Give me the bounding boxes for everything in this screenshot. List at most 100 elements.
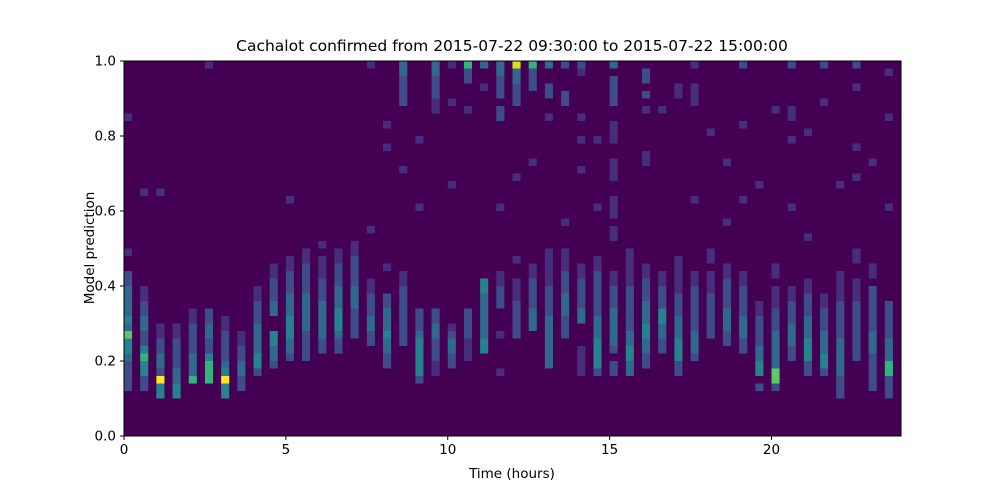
heatmap-cell xyxy=(722,263,732,279)
heatmap-cell xyxy=(124,316,133,324)
heatmap-cell xyxy=(820,61,829,69)
heatmap-cell xyxy=(884,361,893,376)
heatmap-cell xyxy=(253,301,262,324)
heatmap-cell xyxy=(447,61,456,69)
heatmap-cell xyxy=(188,376,197,384)
heatmap-cell xyxy=(544,338,553,369)
heatmap-cell xyxy=(399,308,408,331)
heatmap-cell xyxy=(285,338,294,354)
heatmap-cell xyxy=(787,286,796,301)
heatmap-cell xyxy=(415,203,424,211)
heatmap-cell xyxy=(836,338,845,354)
heatmap-cell xyxy=(658,338,667,354)
heatmap-cell xyxy=(642,278,651,301)
heatmap-cell xyxy=(561,316,570,339)
heatmap-cell xyxy=(366,226,375,234)
heatmap-cell xyxy=(755,316,764,331)
heatmap-cell xyxy=(868,331,877,354)
heatmap-cell xyxy=(188,338,197,354)
heatmap-cell xyxy=(577,68,586,76)
heatmap-cell xyxy=(383,143,392,151)
heatmap-cell xyxy=(140,346,149,354)
heatmap-cell xyxy=(269,301,278,316)
heatmap-cell xyxy=(399,271,408,286)
heatmap-cell xyxy=(674,316,683,339)
heatmap-cell xyxy=(771,353,780,369)
heatmap-cell xyxy=(852,83,861,91)
heatmap-cell xyxy=(868,368,877,391)
heatmap-cell xyxy=(269,331,278,346)
heatmap-cell xyxy=(383,331,392,339)
heatmap-cell xyxy=(852,301,861,324)
heatmap-cell xyxy=(447,338,456,354)
heatmap-cell xyxy=(690,196,699,204)
heatmap-cell xyxy=(593,271,602,294)
heatmap-cell xyxy=(820,368,829,376)
heatmap-cell xyxy=(577,346,586,376)
heatmap-cell xyxy=(496,106,505,121)
heatmap-cell xyxy=(544,286,553,316)
heatmap-cell xyxy=(447,98,456,106)
heatmap-cell xyxy=(480,323,489,339)
heatmap-cell xyxy=(803,128,812,136)
heatmap-cell xyxy=(124,331,133,339)
heatmap-cell xyxy=(285,316,294,339)
heatmap-cell xyxy=(318,301,327,324)
heatmap-cell xyxy=(803,361,812,376)
heatmap-cell xyxy=(188,323,197,339)
heatmap-cell xyxy=(755,331,764,346)
heatmap-cell xyxy=(350,256,359,286)
heatmap-cell xyxy=(609,226,618,241)
y-tick-label: 1.0 xyxy=(95,54,116,70)
heatmap-cell xyxy=(269,361,278,369)
heatmap-cell xyxy=(350,286,359,309)
heatmap-cell xyxy=(302,263,311,294)
heatmap-cell xyxy=(172,323,181,339)
heatmap-cell xyxy=(836,181,845,189)
heatmap-cell xyxy=(237,346,246,361)
y-tick-label: 0.6 xyxy=(95,204,116,220)
heatmap-cell xyxy=(836,323,845,339)
heatmap-cell xyxy=(561,271,570,294)
heatmap-cell xyxy=(561,91,570,106)
heatmap-cell xyxy=(884,323,893,339)
heatmap-cell xyxy=(609,76,618,106)
heatmap-cell xyxy=(188,308,197,324)
heatmap-cell xyxy=(642,263,651,279)
heatmap-cell xyxy=(447,181,456,189)
heatmap-cell xyxy=(269,346,278,361)
heatmap-cell xyxy=(625,346,634,361)
heatmap-cell xyxy=(852,61,861,69)
heatmap-cell xyxy=(156,323,165,339)
heatmap-cell xyxy=(124,248,133,256)
heatmap-cell xyxy=(642,106,651,114)
heatmap-cell xyxy=(463,106,473,114)
y-tick-label: 0.0 xyxy=(95,429,116,445)
heatmap-cell xyxy=(383,293,392,309)
heatmap-cell xyxy=(528,68,537,91)
heatmap-cell xyxy=(884,301,893,324)
heatmap-cell xyxy=(528,278,537,309)
heatmap-cell xyxy=(642,301,651,324)
heatmap-cell xyxy=(690,83,699,106)
heatmap-cell xyxy=(285,256,294,271)
heatmap-cell xyxy=(512,256,521,264)
heatmap-cell xyxy=(577,308,586,324)
y-tick-label: 0.4 xyxy=(95,279,116,295)
heatmap-cell xyxy=(334,263,343,286)
heatmap-cell xyxy=(852,173,861,181)
heatmap-cell xyxy=(739,61,748,69)
heatmap-cell xyxy=(221,376,230,384)
heatmap-cell xyxy=(383,308,392,331)
axes-spines xyxy=(123,60,902,437)
heatmap-cell xyxy=(124,271,133,286)
heatmap-cell xyxy=(480,61,489,69)
heatmap-cell xyxy=(884,376,893,399)
heatmap-cell xyxy=(204,353,214,361)
heatmap-cell xyxy=(366,316,375,331)
heatmap-cell xyxy=(803,316,812,339)
heatmap-cell xyxy=(642,91,651,99)
heatmap-cell xyxy=(803,293,812,316)
heatmap-cell xyxy=(480,338,489,354)
heatmap-cell xyxy=(852,323,861,346)
